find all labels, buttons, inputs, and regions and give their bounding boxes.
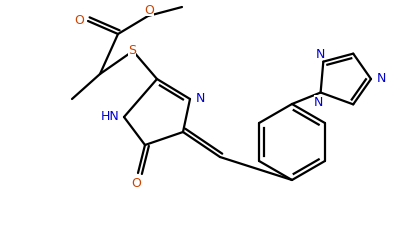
Text: N: N [376, 71, 386, 84]
Text: O: O [131, 177, 141, 190]
Text: O: O [74, 14, 84, 26]
Text: S: S [128, 44, 136, 57]
Text: N: N [316, 48, 325, 61]
Text: N: N [195, 91, 205, 104]
Text: HN: HN [101, 109, 119, 122]
Text: O: O [144, 3, 154, 16]
Text: N: N [314, 95, 323, 109]
